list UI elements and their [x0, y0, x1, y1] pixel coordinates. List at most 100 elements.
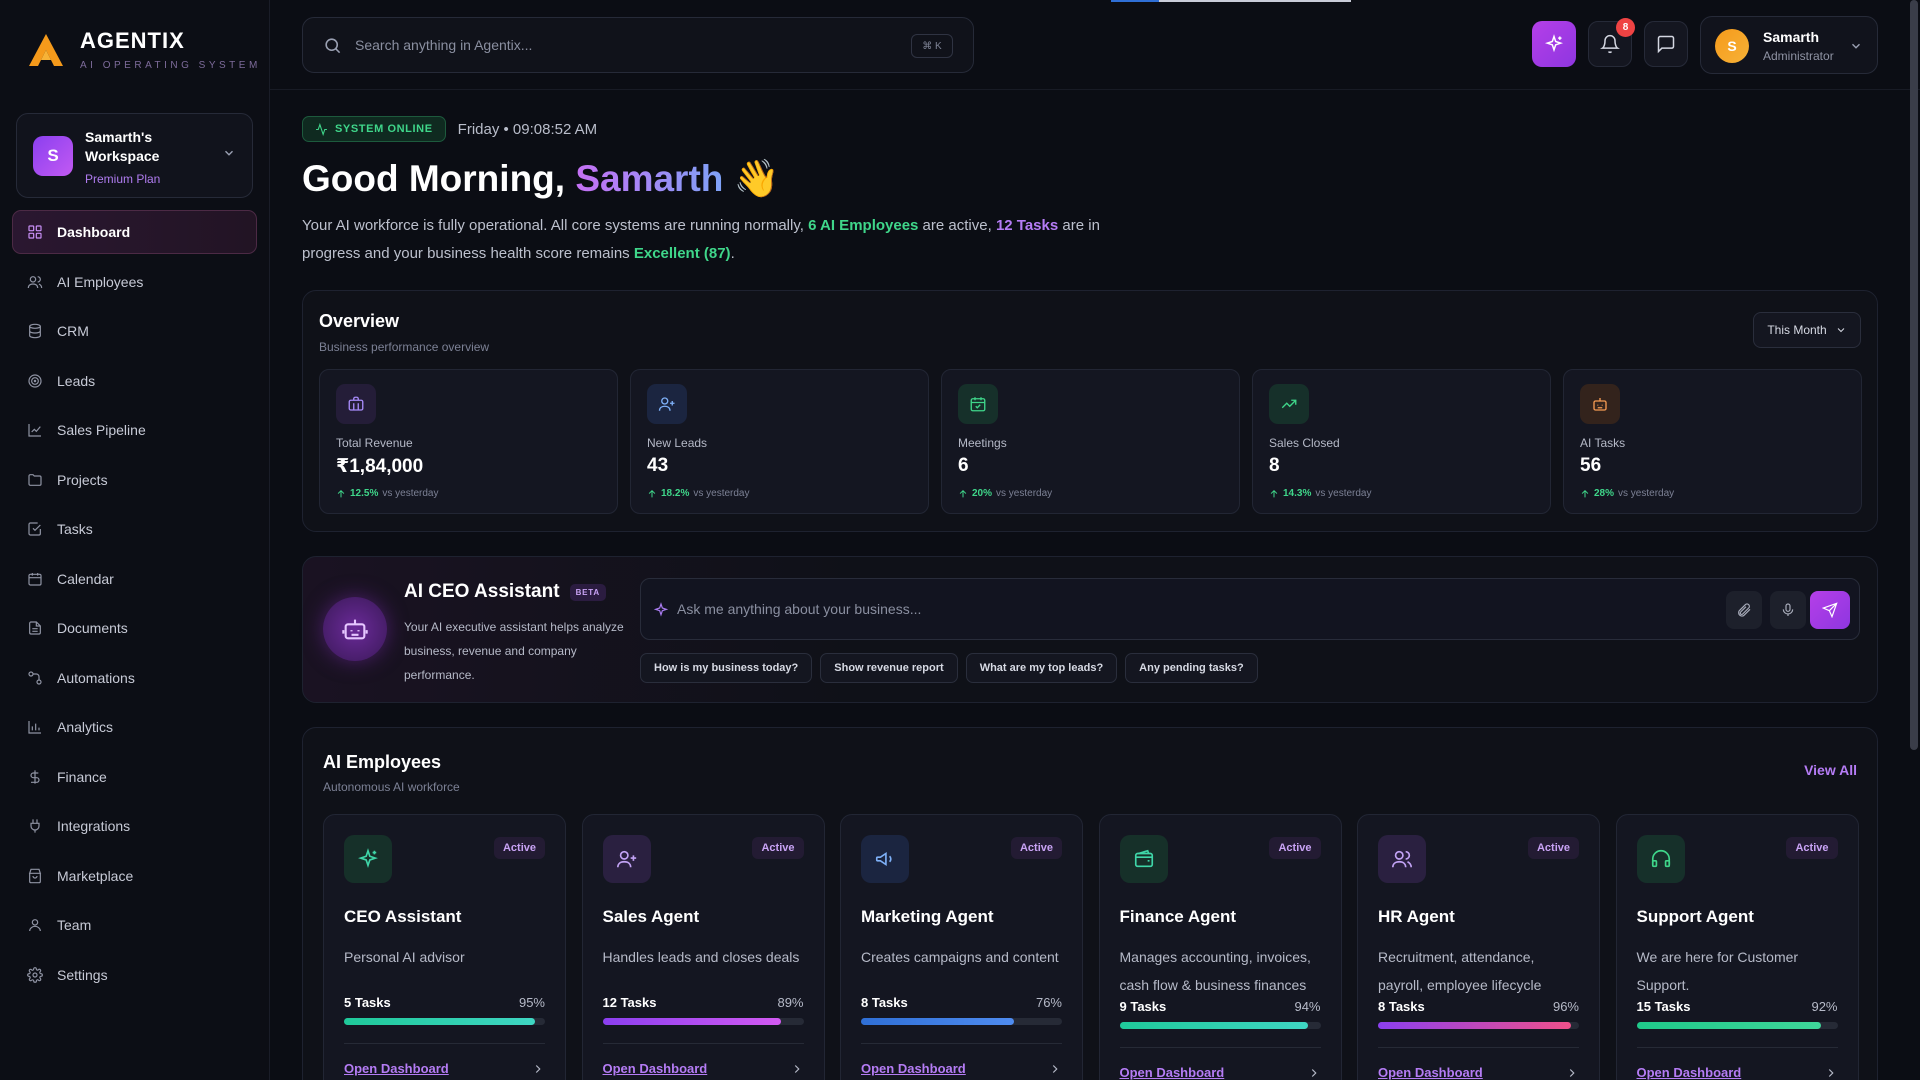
employee-card[interactable]: Active Finance Agent Manages accounting,… [1098, 814, 1342, 1080]
employee-name: Support Agent [1636, 907, 1754, 926]
sidebar: AGENTIX AI OPERATING SYSTEM S Samarth's … [0, 0, 270, 1080]
chart-line-icon [28, 424, 41, 437]
user-menu[interactable]: S Samarth Administrator [1700, 16, 1878, 74]
notifications-button[interactable]: 8 [1588, 18, 1635, 67]
open-dashboard-link[interactable]: Open Dashboard [602, 1061, 708, 1076]
messages-button[interactable] [1644, 21, 1688, 67]
sidebar-item-sales-pipeline[interactable]: Sales Pipeline [12, 408, 257, 452]
employee-icon-box [602, 835, 651, 883]
kpi-change: 18.2% vs yesterday [647, 488, 750, 499]
employee-card[interactable]: Active CEO Assistant Personal AI advisor… [323, 814, 566, 1080]
open-dashboard-link[interactable]: Open Dashboard [861, 1061, 966, 1076]
workspace-switcher[interactable]: S Samarth's Workspace Premium Plan [16, 113, 253, 198]
user-name: Samarth [1763, 29, 1820, 45]
ceo-ask-input[interactable]: Ask me anything about your business... [677, 601, 922, 617]
gear-icon [27, 966, 43, 983]
agentix-logo-icon [29, 34, 63, 66]
intro-part: . [730, 245, 735, 262]
kpi-card-total-revenue[interactable]: Total Revenue ₹1,84,000 12.5% vs yesterda… [319, 369, 618, 514]
page-scrollbar[interactable] [1910, 0, 1918, 750]
employee-description: Personal AI advisor [344, 949, 465, 965]
employee-card[interactable]: Active HR Agent Recruitment, attendance,… [1357, 814, 1600, 1080]
arrow-up-icon [1270, 489, 1278, 497]
period-select[interactable]: This Month [1753, 312, 1861, 348]
kpi-card-ai-tasks[interactable]: AI Tasks 56 28% vs yesterday [1563, 369, 1862, 514]
employee-icon-box [861, 835, 909, 883]
suggestion-chip[interactable]: How is my business today? [640, 653, 813, 683]
sidebar-item-finance[interactable]: Finance [12, 755, 257, 799]
users-icon [1392, 850, 1412, 868]
progress-fill [1636, 1022, 1822, 1029]
sidebar-item-analytics[interactable]: Analytics [12, 705, 257, 749]
intro-part: are active, [918, 217, 996, 234]
attach-button[interactable] [1726, 591, 1762, 629]
employee-card[interactable]: Active Support Agent We are here for Cus… [1615, 814, 1859, 1080]
employee-description: Recruitment, attendance, payroll, employ… [1378, 949, 1542, 993]
bell-icon [1600, 34, 1620, 54]
sidebar-item-label: Tasks [57, 521, 93, 537]
employee-progress-percent: 89% [777, 995, 804, 1010]
kpi-label: Sales Closed [1269, 436, 1340, 450]
progress-fill [1119, 1022, 1309, 1029]
progress-fill [1378, 1022, 1571, 1029]
open-dashboard-link[interactable]: Open Dashboard [1636, 1065, 1742, 1080]
search-bar[interactable]: Search anything in Agentix... ⌘ K [302, 17, 974, 73]
kpi-value: 8 [1269, 455, 1280, 476]
ai-ceo-assistant-panel: AI CEO Assistant BETA Your AI executive a… [302, 556, 1878, 703]
send-button[interactable] [1810, 591, 1850, 629]
voice-button[interactable] [1770, 591, 1806, 629]
employee-progress-percent: 96% [1552, 999, 1579, 1014]
ceo-avatar [323, 597, 387, 661]
progress-bar [1378, 1022, 1579, 1029]
sidebar-item-integrations[interactable]: Integrations [12, 804, 257, 848]
open-dashboard-link[interactable]: Open Dashboard [344, 1061, 449, 1076]
progress-bar [602, 1018, 804, 1025]
ceo-description: Your AI executive assistant helps analyz… [404, 620, 624, 682]
sidebar-item-settings[interactable]: Settings [12, 953, 257, 997]
employee-icon-box [1378, 835, 1426, 883]
sidebar-item-tasks[interactable]: Tasks [12, 507, 257, 551]
sidebar-item-documents[interactable]: Documents [12, 606, 257, 650]
kpi-card-sales-closed[interactable]: Sales Closed 8 14.3% vs yesterday [1252, 369, 1551, 514]
greeting-prefix: Good Morning, [302, 158, 576, 199]
ceo-title-text: AI CEO Assistant [404, 581, 560, 602]
sidebar-item-leads[interactable]: Leads [12, 359, 257, 403]
workflow-icon [28, 670, 42, 685]
progress-bar [861, 1018, 1062, 1025]
ceo-ask-box[interactable]: Ask me anything about your business... [640, 578, 1860, 640]
sidebar-item-automations[interactable]: Automations [12, 656, 257, 700]
open-dashboard-link[interactable]: Open Dashboard [1378, 1065, 1483, 1080]
ai-employees-count[interactable]: 6 AI Employees [808, 217, 919, 234]
paperclip-icon [1738, 603, 1751, 617]
view-all-link[interactable]: View All [1804, 762, 1857, 778]
ceo-title: AI CEO Assistant BETA [404, 581, 606, 603]
suggestion-chip[interactable]: Show revenue report [820, 653, 958, 683]
sidebar-item-crm[interactable]: CRM [12, 309, 257, 353]
sidebar-item-projects[interactable]: Projects [12, 458, 257, 502]
ai-assistant-button[interactable] [1532, 21, 1576, 67]
brand[interactable]: AGENTIX AI OPERATING SYSTEM [26, 28, 261, 71]
kpi-card-new-leads[interactable]: New Leads 43 18.2% vs yesterday [630, 369, 929, 514]
status-badge: Active [493, 837, 545, 859]
sidebar-item-label: Leads [57, 372, 96, 389]
employee-card[interactable]: Active Sales Agent Handles leads and clo… [581, 814, 825, 1080]
search-icon [325, 37, 341, 53]
search-input[interactable]: Search anything in Agentix... [355, 37, 533, 53]
suggestion-chip[interactable]: Any pending tasks? [1125, 653, 1258, 683]
sidebar-item-calendar[interactable]: Calendar [12, 557, 257, 601]
kpi-value: 6 [958, 455, 969, 476]
sparkle-icon [653, 602, 669, 617]
open-dashboard-link[interactable]: Open Dashboard [1119, 1065, 1225, 1080]
dollar-icon [30, 769, 40, 784]
sidebar-item-dashboard[interactable]: Dashboard [12, 210, 257, 254]
employee-card[interactable]: Active Marketing Agent Creates campaigns… [840, 814, 1083, 1080]
chevron-down-icon [1837, 328, 1845, 333]
suggestion-chip[interactable]: What are my top leads? [965, 653, 1118, 683]
sidebar-item-ai-employees[interactable]: AI Employees [12, 260, 257, 304]
kpi-card-meetings[interactable]: Meetings 6 20% vs yesterday [941, 369, 1240, 514]
sidebar-item-marketplace[interactable]: Marketplace [12, 854, 257, 898]
kpi-compare: vs yesterday [693, 488, 750, 499]
sidebar-item-team[interactable]: Team [12, 903, 257, 947]
employee-tasks: 8 Tasks [861, 995, 908, 1010]
tasks-count[interactable]: 12 Tasks [995, 217, 1059, 234]
